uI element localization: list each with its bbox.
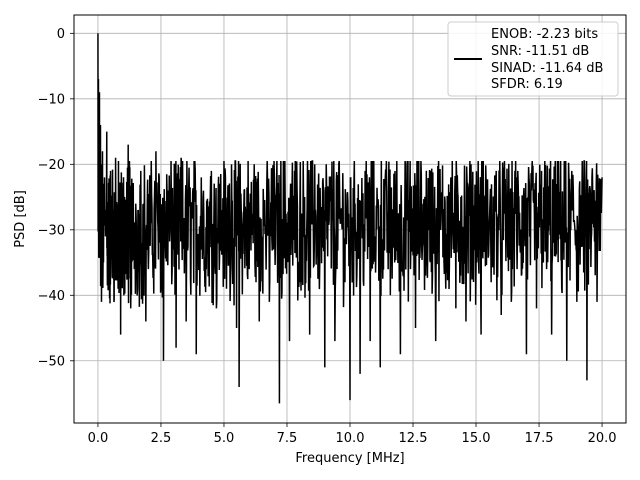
x-tick-label: 12.5: [399, 431, 428, 446]
legend-line-sfdr: SFDR: 6.19: [491, 77, 563, 92]
x-tick-label: 0.0: [88, 431, 109, 446]
y-tick-label: −10: [38, 92, 65, 107]
y-tick-label: −30: [38, 223, 65, 238]
y-tick-label: 0: [57, 27, 65, 42]
x-tick-label: 5.0: [214, 431, 235, 446]
series-layer: [97, 33, 603, 404]
y-tick-label: −50: [38, 354, 65, 369]
x-tick-label: 10.0: [336, 431, 365, 446]
legend-line-enob: ENOB: -2.23 bits: [491, 27, 598, 42]
axis-ticks: 0.0 2.5 5.0 7.5 10.0 12.5 15.0 17.5 20.0 0 −10 −20 −…: [38, 27, 617, 446]
x-tick-label: 20.0: [588, 431, 617, 446]
y-tick-label: −40: [38, 289, 65, 304]
y-tick-label: −20: [38, 158, 65, 173]
x-tick-label: 15.0: [462, 431, 491, 446]
y-axis-label: PSD [dB]: [13, 190, 28, 248]
x-tick-label: 2.5: [151, 431, 172, 446]
legend-line-snr: SNR: -11.51 dB: [491, 44, 589, 59]
x-tick-label: 7.5: [277, 431, 298, 446]
legend-line-sinad: SINAD: -11.64 dB: [491, 61, 603, 76]
x-axis-label: Frequency [MHz]: [295, 451, 404, 466]
x-tick-label: 17.5: [525, 431, 554, 446]
psd-series-line: [97, 33, 603, 404]
legend: ENOB: -2.23 bits SNR: -11.51 dB SINAD: -…: [447, 21, 619, 97]
legend-box: [447, 21, 619, 97]
